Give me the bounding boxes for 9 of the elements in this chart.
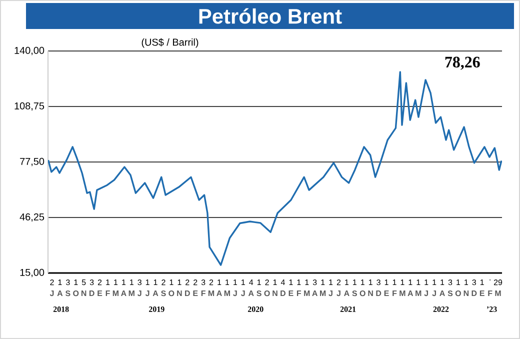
line-series [48, 71, 502, 266]
chart-subtitle: (US$ / Barril) [142, 38, 198, 48]
y-tick-label: 140,00 [14, 46, 44, 56]
chart-title: Petróleo Brent [199, 8, 342, 24]
y-tick-label: 46,25 [20, 213, 44, 222]
y-tick-label: 77,50 [20, 158, 44, 166]
y-tick-label: 15,00 [20, 268, 44, 278]
annotation: 78,26 [445, 56, 480, 70]
y-tick-label: 108,75 [14, 102, 44, 111]
